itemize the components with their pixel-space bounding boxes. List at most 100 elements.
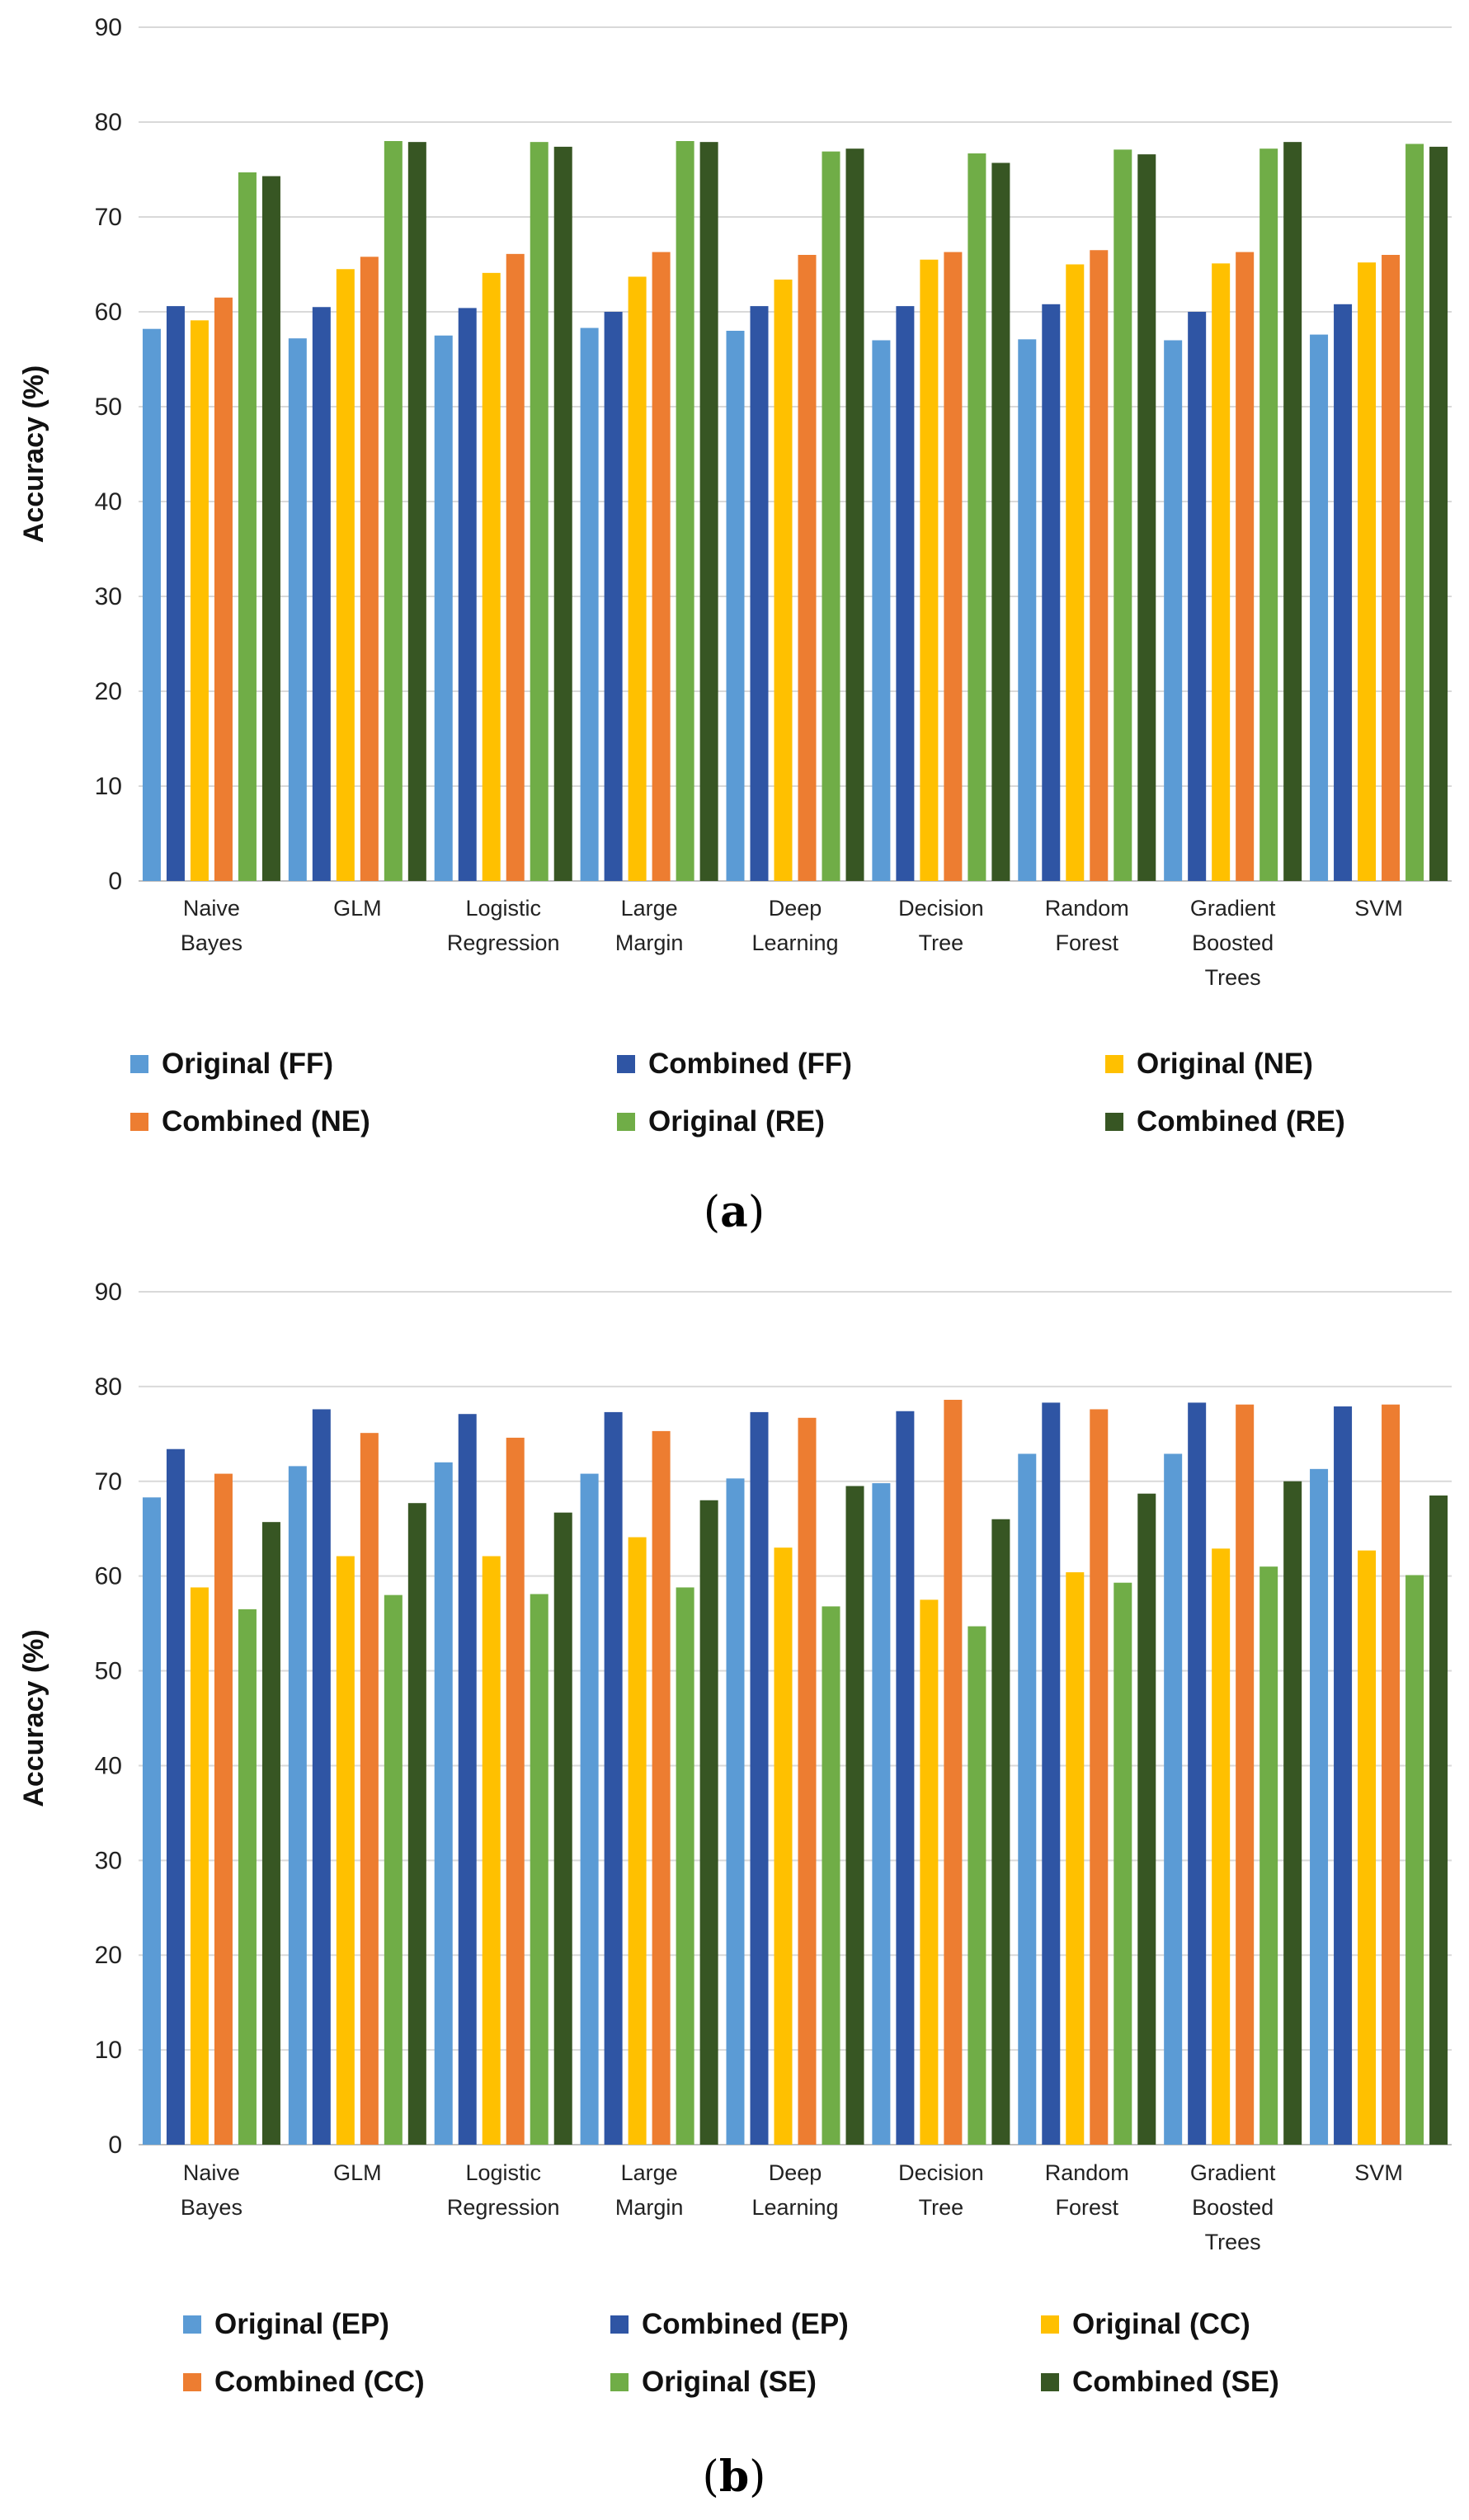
legend-label: Original (NE) [1137,1048,1313,1080]
bar [1212,263,1230,881]
bar [676,141,694,881]
x-tick-label: Decision Tree [898,2160,984,2220]
legend-swatch [610,2315,629,2334]
bar [313,307,331,881]
bar [652,1431,671,2145]
y-axis-label: Accuracy (%) [18,365,49,543]
bar [435,336,453,881]
bar [1283,142,1302,881]
x-tick-label: Large Margin [615,2160,684,2220]
bar [384,141,403,881]
y-tick-label: 70 [95,1468,122,1496]
x-tick-label: SVM [1354,2160,1403,2185]
bar [554,147,572,881]
bar [408,142,426,881]
bar [143,329,161,881]
legend-label: Combined (FF) [648,1048,852,1080]
bar [337,1557,355,2145]
legend-swatch [130,1055,148,1073]
bar [506,254,525,881]
bar [1042,304,1060,881]
bar [798,1418,817,2145]
legend-swatch [1041,2373,1059,2391]
legend-label: Original (FF) [162,1048,333,1080]
bar [1429,1496,1448,2145]
bar [991,163,1010,881]
y-tick-label: 30 [95,583,122,610]
x-tick-label: Gradient Boosted Trees [1190,2160,1276,2254]
bar [727,1478,745,2145]
x-tick-label: Naive Bayes [181,2160,242,2220]
bar [1236,1405,1254,2145]
bar [1137,154,1156,881]
bar [435,1463,453,2145]
bar [1334,1406,1352,2145]
y-tick-label: 90 [95,1279,122,1306]
bar [1283,1481,1302,2145]
bar [408,1503,426,2145]
bar [1382,1405,1400,2145]
x-tick-label: Random Forest [1045,896,1129,955]
bar [751,1412,769,2145]
bar [920,1599,938,2145]
bar [1310,1469,1328,2145]
bar [1066,1572,1084,2145]
bar [1310,335,1328,881]
y-tick-label: 60 [95,1563,122,1590]
bar [459,1414,477,2145]
legend-label: Original (RE) [648,1105,825,1138]
bar [530,142,549,881]
bar [214,1474,233,2145]
x-tick-label: Logistic Regression [447,2160,560,2220]
x-tick-label: GLM [333,2160,382,2185]
bar [1164,1453,1182,2145]
x-tick-label: Random Forest [1045,2160,1129,2220]
bar [629,276,647,881]
bar [214,298,233,881]
x-tick-label: Deep Learning [751,896,838,955]
x-tick-label: Logistic Regression [447,896,560,955]
bar [337,269,355,881]
bar [605,1412,623,2145]
bar [1114,1583,1132,2145]
legend-label: Combined (CC) [214,2366,425,2398]
bar [846,148,864,881]
legend-label: Combined (RE) [1137,1105,1345,1138]
bar [554,1513,572,2145]
bar [384,1595,403,2145]
x-tick-label: Naive Bayes [181,896,242,955]
bar [167,1449,185,2145]
bar [1188,1402,1206,2145]
bar [968,1627,986,2145]
y-tick-label: 10 [95,2037,122,2064]
bar [1164,341,1182,882]
bar [968,153,986,881]
y-tick-label: 80 [95,109,122,136]
bar [652,252,671,881]
bar [822,1606,840,2145]
chart-panel-a: 0 10 20 30 40 50 60 70 80 90 Accuracy (%) Naive Baye… [18,14,1452,1138]
bar [605,312,623,881]
bar [1188,312,1206,881]
y-tick-label: 50 [95,393,122,421]
bar [360,257,379,881]
bar [1334,304,1352,881]
legend-label: Combined (EP) [642,2308,849,2340]
bar [1212,1548,1230,2145]
x-tick-label: GLM [333,896,382,921]
y-tick-label: 0 [108,868,122,895]
bar [1018,339,1036,881]
bar [191,320,209,881]
bar [1358,262,1376,881]
y-tick-label: 40 [95,1752,122,1779]
legend-swatch [130,1113,148,1131]
bar [775,280,793,881]
bar [1114,149,1132,881]
bar [581,328,599,881]
bar [1090,250,1108,881]
bar [167,306,185,881]
bar [727,331,745,881]
y-tick-label: 40 [95,488,122,516]
bar [262,1522,280,2145]
bar [872,341,890,882]
